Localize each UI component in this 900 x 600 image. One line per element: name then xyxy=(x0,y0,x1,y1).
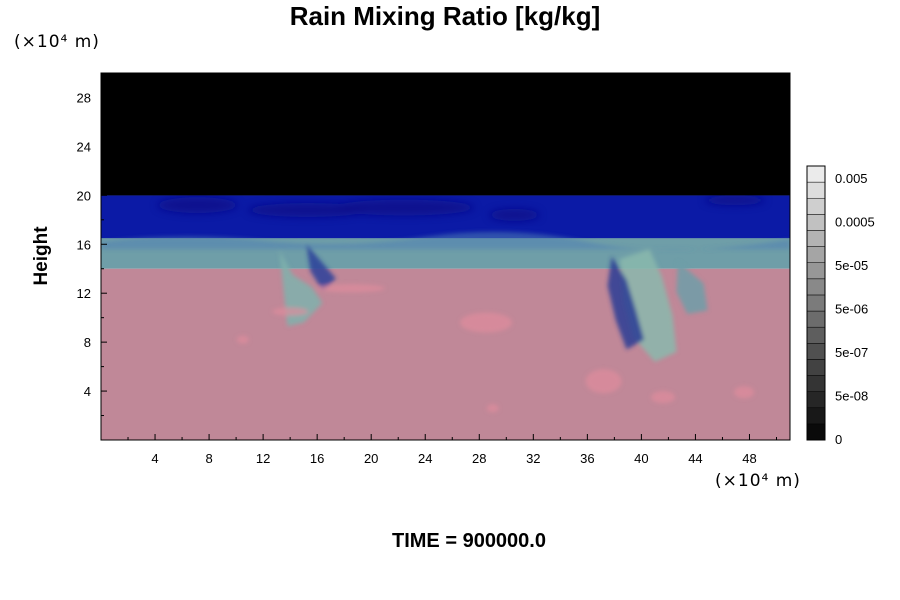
y-tick-label: 4 xyxy=(84,384,91,399)
colorbar-label: 5e-08 xyxy=(835,389,868,404)
colorbar-label: 5e-06 xyxy=(835,302,868,317)
pink-patch xyxy=(585,369,622,394)
x-tick-label: 12 xyxy=(256,451,270,466)
y-tick-label: 28 xyxy=(77,90,91,105)
blue-blob xyxy=(157,197,238,214)
plume xyxy=(607,256,645,350)
colorbar: 0.005 0.0005 5e-05 5e-06 5e-07 5e-08 0 xyxy=(806,165,875,447)
x-axis: 4 8 12 16 20 24 28 32 36 40 44 48 xyxy=(127,434,777,466)
x-tick-label: 40 xyxy=(634,451,648,466)
colorbar-swatch xyxy=(806,181,826,199)
pink-patch xyxy=(734,386,755,399)
x-tick-label: 8 xyxy=(205,451,212,466)
blue-blob xyxy=(489,208,540,221)
field-region-lower xyxy=(101,268,790,440)
colorbar-swatch xyxy=(806,214,826,231)
x-tick-label: 48 xyxy=(742,451,756,466)
colorbar-swatch xyxy=(806,407,826,425)
colorbar-label: 0.005 xyxy=(835,171,868,186)
x-tick-label: 4 xyxy=(151,451,158,466)
pink-patch xyxy=(460,312,513,333)
plot-frame xyxy=(100,72,791,441)
colorbar-swatch xyxy=(806,375,826,392)
x-tick-label: 16 xyxy=(310,451,324,466)
x-tick-label: 20 xyxy=(364,451,378,466)
x-tick-label: 36 xyxy=(580,451,594,466)
blue-blob xyxy=(334,199,475,216)
plume xyxy=(676,261,708,314)
colorbar-label: 5e-05 xyxy=(835,258,868,273)
chart-title: Rain Mixing Ratio [kg/kg] xyxy=(289,1,601,31)
field-top-mask xyxy=(101,73,790,196)
pink-patch xyxy=(272,307,309,316)
time-label: TIME = 900000.0 xyxy=(392,530,546,552)
colorbar-swatch xyxy=(806,310,826,328)
colorbar-swatch xyxy=(806,230,826,247)
colorbar-swatch xyxy=(806,197,826,215)
colorbar-frame xyxy=(806,165,826,441)
y-tick-label: 20 xyxy=(77,188,91,203)
y-axis-unit: (×10⁴ m) xyxy=(14,32,100,52)
colorbar-swatch xyxy=(806,246,826,263)
pink-patch xyxy=(486,404,499,413)
colorbar-label: 5e-07 xyxy=(835,345,868,360)
plume xyxy=(306,244,337,291)
pink-patch xyxy=(316,284,385,293)
field-texture xyxy=(101,231,790,413)
plume xyxy=(279,250,323,327)
colorbar-swatch xyxy=(806,343,826,360)
y-tick-label: 16 xyxy=(77,237,91,252)
pink-patch xyxy=(236,335,249,344)
blue-band-texture xyxy=(157,195,765,221)
y-tick-label: 8 xyxy=(84,335,91,350)
pink-patch xyxy=(651,391,676,404)
x-tick-label: 28 xyxy=(472,451,486,466)
colorbar-swatch xyxy=(806,359,826,376)
x-axis-unit: (×10⁴ m) xyxy=(715,471,801,491)
heatmap-field xyxy=(101,73,790,440)
colorbar-swatch xyxy=(806,262,826,280)
x-tick-label: 32 xyxy=(526,451,540,466)
colorbar-swatch xyxy=(806,165,826,183)
colorbar-label: 0.0005 xyxy=(835,215,875,230)
x-tick-label: 24 xyxy=(418,451,432,466)
x-tick-label: 44 xyxy=(688,451,702,466)
blue-blob xyxy=(704,195,765,206)
colorbar-swatch xyxy=(806,326,826,344)
colorbar-swatch xyxy=(806,391,826,409)
y-tick-label: 24 xyxy=(77,139,91,154)
colorbar-swatch xyxy=(806,423,826,441)
colorbar-label: 0 xyxy=(835,432,842,447)
band-transition xyxy=(101,231,790,250)
y-tick-label: 12 xyxy=(77,286,91,301)
colorbar-swatch xyxy=(806,278,826,296)
y-axis: 4 8 12 16 20 24 28 xyxy=(77,90,107,417)
colorbar-swatch xyxy=(806,294,826,312)
